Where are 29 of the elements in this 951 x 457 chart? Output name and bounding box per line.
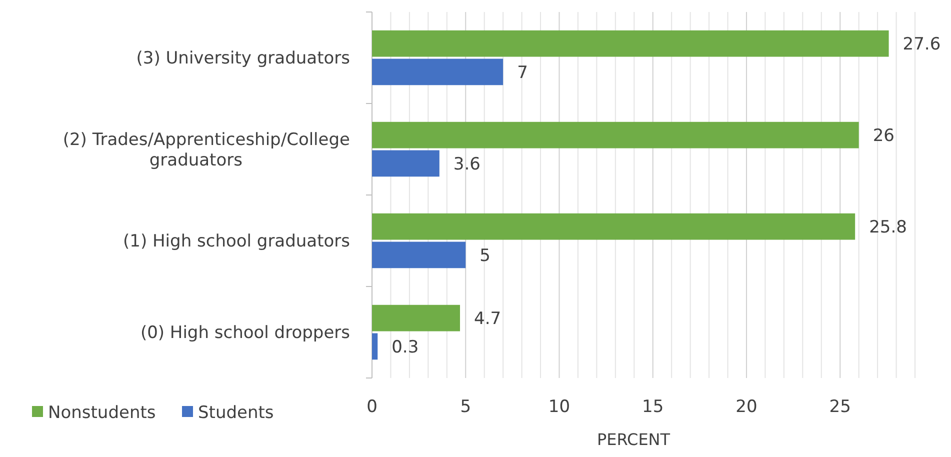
y-tick-label: (3) University graduators	[136, 48, 350, 69]
legend-label: Students	[198, 402, 274, 423]
data-label: 7	[517, 62, 528, 83]
data-label: 5	[480, 246, 490, 266]
bar	[372, 150, 440, 177]
bar	[372, 58, 504, 86]
y-tick-label: (2) Trades/Apprenticeship/College graduators	[62, 130, 350, 170]
data-label: 0.3	[392, 337, 419, 358]
data-label: 4.7	[474, 309, 502, 330]
bar	[372, 122, 859, 148]
bar	[372, 333, 378, 360]
x-tick-label: 5	[460, 397, 472, 417]
data-label: 3.6	[453, 154, 480, 174]
data-label: 25.8	[869, 218, 907, 238]
x-tick-label: 0	[366, 397, 378, 417]
x-tick-label: 15	[642, 397, 664, 417]
y-tick-label: (0) High school droppers	[140, 323, 350, 344]
data-label: 26	[872, 126, 894, 146]
bar	[372, 242, 466, 268]
bar	[372, 304, 460, 332]
x-tick-label: 20	[736, 397, 758, 417]
data-label: 27.6	[902, 34, 941, 55]
x-tick-label: 25	[829, 397, 851, 417]
bar	[372, 213, 856, 240]
x-axis-title: PERCENT	[596, 430, 670, 449]
legend-label: Nonstudents	[48, 402, 156, 423]
bar	[372, 30, 889, 57]
x-tick-label: 10	[548, 397, 570, 417]
y-tick-label: (1) High school graduators	[123, 232, 350, 252]
